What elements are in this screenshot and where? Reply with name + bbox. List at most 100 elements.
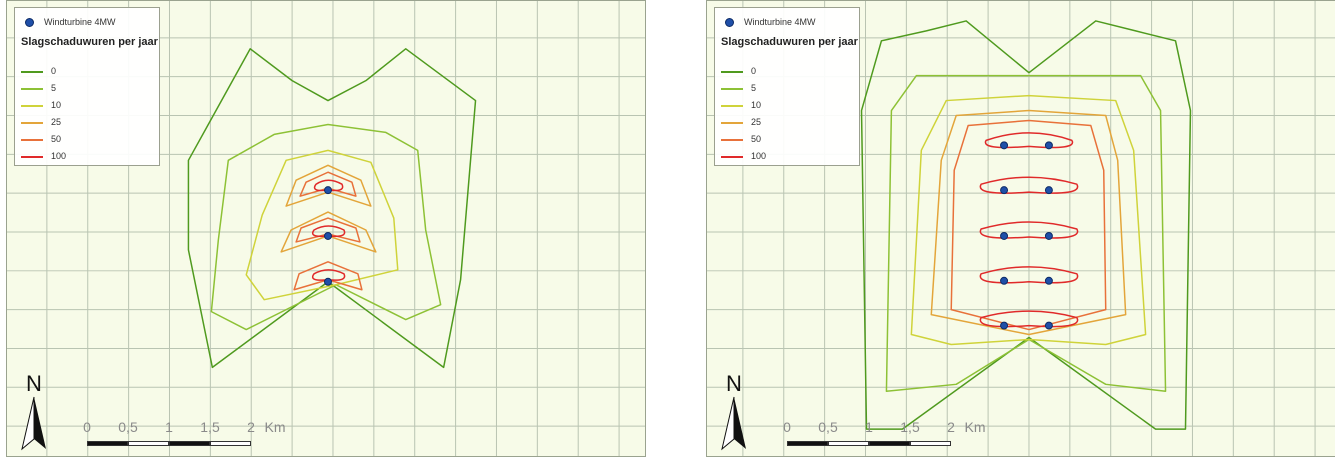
turbine-legend-icon	[25, 18, 34, 28]
contour-50-b	[295, 217, 361, 243]
legend-swatch	[21, 138, 43, 141]
legend-swatch	[721, 104, 743, 107]
contour-100-a	[984, 132, 1074, 149]
legend-item-label: 100	[51, 151, 67, 161]
turbine-marker[interactable]	[324, 277, 332, 286]
contour-25	[930, 109, 1127, 336]
map-left-canvas	[7, 1, 645, 456]
legend-swatch	[21, 87, 43, 90]
contour-5	[210, 123, 442, 331]
turbine-marker[interactable]	[1044, 321, 1053, 330]
contour-25-b	[280, 211, 377, 253]
contour-100-c	[311, 269, 346, 281]
legend-item: 25	[721, 117, 761, 127]
contour-100-a	[313, 179, 344, 192]
contour-100-d	[979, 266, 1079, 284]
contour-100-b	[979, 176, 1079, 194]
contour-0	[860, 20, 1192, 430]
turbine-marker[interactable]	[1000, 141, 1009, 150]
scale-tick: 0	[83, 419, 91, 435]
contour-10	[910, 94, 1147, 346]
legend: Windturbine 4MW Slagschaduwuren per jaar…	[714, 7, 860, 166]
legend-swatch	[721, 138, 743, 141]
legend-turbine-label: Windturbine 4MW	[744, 17, 816, 27]
turbines	[1000, 141, 1053, 330]
contour-25-a	[285, 164, 372, 207]
legend-swatch	[21, 121, 43, 124]
legend-turbine-label: Windturbine 4MW	[44, 17, 116, 27]
scale-tick: 2	[247, 419, 255, 435]
legend-item: 50	[721, 134, 761, 144]
scale-tick: 0,5	[118, 419, 138, 435]
scale-tick: 1,5	[900, 419, 920, 435]
legend-title: Slagschaduwuren per jaar	[721, 36, 858, 48]
scale-segment	[169, 441, 210, 446]
legend-item-label: 10	[751, 100, 762, 110]
legend-item: 5	[21, 83, 56, 93]
contour-0	[187, 48, 477, 369]
scale-segment	[787, 441, 828, 446]
scale-tick: 1	[165, 419, 173, 435]
turbine-marker[interactable]	[324, 231, 332, 240]
scale-tick: 1,5	[200, 419, 220, 435]
turbines	[324, 186, 332, 286]
map-left[interactable]: Windturbine 4MW Slagschaduwuren per jaar…	[6, 0, 646, 457]
legend-item: 10	[721, 100, 761, 110]
north-label: N	[726, 371, 742, 396]
turbine-marker[interactable]	[1044, 141, 1053, 150]
grid	[7, 1, 645, 456]
contour-10	[245, 149, 399, 301]
legend: Windturbine 4MW Slagschaduwuren per jaar…	[14, 7, 160, 166]
turbine-marker[interactable]	[1000, 276, 1009, 285]
contour-50-c	[293, 261, 363, 291]
legend-item: 5	[721, 83, 756, 93]
scale-tick: 2	[947, 419, 955, 435]
map-right[interactable]: Windturbine 4MW Slagschaduwuren per jaar…	[706, 0, 1335, 457]
legend-item: 50	[21, 134, 61, 144]
contour-5	[885, 74, 1167, 393]
legend-item-label: 0	[51, 66, 57, 76]
scale-tick: 0,5	[818, 419, 838, 435]
legend-swatch	[21, 155, 43, 158]
legend-item-label: 5	[51, 83, 57, 93]
turbine-marker[interactable]	[324, 186, 332, 195]
turbine-marker[interactable]	[1044, 276, 1053, 285]
scale-segment	[128, 441, 169, 446]
legend-item: 25	[21, 117, 61, 127]
turbine-marker[interactable]	[1000, 186, 1009, 195]
scale-tick: 1	[865, 419, 873, 435]
contour-100-c	[979, 221, 1079, 239]
legend-item-label: 50	[751, 134, 762, 144]
turbine-marker[interactable]	[1044, 186, 1053, 195]
legend-item-label: 0	[751, 66, 757, 76]
legend-item-label: 100	[751, 151, 767, 161]
legend-swatch	[721, 155, 743, 158]
legend-swatch	[21, 70, 43, 73]
legend-item: 0	[21, 66, 56, 76]
legend-item-label: 25	[751, 117, 762, 127]
north-arrow-icon	[721, 396, 746, 451]
contour-100-e	[979, 310, 1079, 328]
scale-segment	[828, 441, 869, 446]
legend-item-label: 50	[51, 134, 62, 144]
legend-swatch	[21, 104, 43, 107]
scale-tick: 0	[783, 419, 791, 435]
contour-100-b	[311, 225, 346, 238]
legend-item: 10	[21, 100, 61, 110]
turbine-legend-icon	[725, 18, 734, 28]
legend-title: Slagschaduwuren per jaar	[21, 36, 158, 48]
turbine-marker[interactable]	[1000, 321, 1009, 330]
scale-unit: Km	[964, 419, 986, 435]
scale-bar: 0 0,5 1 1,5 2 Km	[67, 419, 287, 449]
scale-segment	[869, 441, 910, 446]
north-arrow-icon	[21, 396, 46, 451]
scale-segment	[87, 441, 128, 446]
turbine-marker[interactable]	[1044, 231, 1053, 240]
legend-item-label: 10	[51, 100, 62, 110]
north-label: N	[26, 371, 42, 396]
scale-bar: 0 0,5 1 1,5 2 Km	[767, 419, 987, 449]
turbine-marker[interactable]	[1000, 231, 1009, 240]
north-arrow: N	[19, 371, 49, 453]
legend-swatch	[721, 70, 743, 73]
legend-item: 0	[721, 66, 756, 76]
